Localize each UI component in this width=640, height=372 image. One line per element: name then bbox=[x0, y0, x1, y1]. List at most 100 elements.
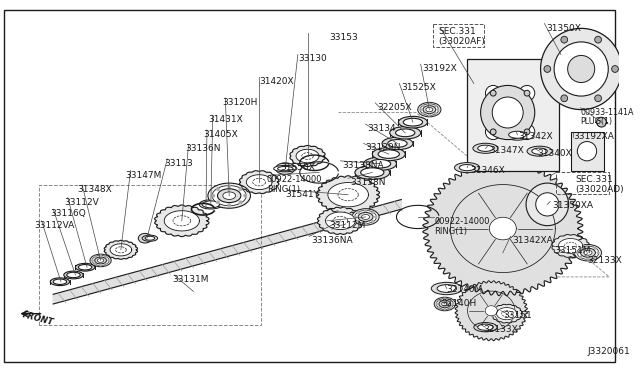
Polygon shape bbox=[491, 304, 522, 323]
Ellipse shape bbox=[64, 271, 83, 279]
Circle shape bbox=[554, 42, 608, 96]
Circle shape bbox=[561, 95, 568, 102]
Ellipse shape bbox=[372, 148, 405, 161]
Text: 31541Y: 31541Y bbox=[285, 190, 319, 199]
Ellipse shape bbox=[575, 244, 602, 261]
Text: 31342XA: 31342XA bbox=[513, 236, 553, 245]
Circle shape bbox=[437, 109, 439, 110]
Circle shape bbox=[595, 95, 602, 102]
Ellipse shape bbox=[142, 235, 157, 241]
Text: (33020AD): (33020AD) bbox=[575, 185, 624, 194]
Circle shape bbox=[217, 201, 219, 203]
Ellipse shape bbox=[434, 297, 456, 311]
Circle shape bbox=[438, 307, 440, 308]
Circle shape bbox=[435, 113, 436, 114]
Polygon shape bbox=[326, 212, 355, 230]
Text: 32133X: 32133X bbox=[483, 325, 518, 334]
Polygon shape bbox=[552, 235, 589, 257]
Circle shape bbox=[420, 109, 421, 110]
Ellipse shape bbox=[442, 302, 448, 306]
Text: 31431X: 31431X bbox=[208, 115, 243, 124]
FancyBboxPatch shape bbox=[467, 59, 559, 170]
Text: RING(1): RING(1) bbox=[267, 185, 300, 194]
Circle shape bbox=[524, 129, 530, 135]
Polygon shape bbox=[485, 306, 497, 316]
Text: RING(1): RING(1) bbox=[434, 227, 467, 235]
Circle shape bbox=[544, 65, 551, 73]
Text: SEC.331: SEC.331 bbox=[438, 28, 476, 36]
Ellipse shape bbox=[208, 183, 250, 208]
Circle shape bbox=[595, 247, 596, 249]
Ellipse shape bbox=[454, 163, 479, 173]
Ellipse shape bbox=[580, 248, 595, 257]
Ellipse shape bbox=[477, 324, 493, 330]
Polygon shape bbox=[53, 199, 401, 304]
Ellipse shape bbox=[138, 233, 152, 243]
Circle shape bbox=[580, 247, 582, 249]
FancyBboxPatch shape bbox=[570, 132, 604, 170]
Text: 31405X: 31405X bbox=[203, 130, 238, 139]
Ellipse shape bbox=[202, 201, 220, 208]
Ellipse shape bbox=[532, 148, 547, 154]
Ellipse shape bbox=[78, 264, 92, 270]
Text: 33113: 33113 bbox=[164, 159, 193, 168]
Ellipse shape bbox=[420, 104, 438, 115]
Text: J3320061: J3320061 bbox=[587, 347, 630, 356]
Ellipse shape bbox=[436, 299, 453, 310]
Circle shape bbox=[422, 105, 424, 106]
Text: 33136NA: 33136NA bbox=[312, 236, 353, 245]
Polygon shape bbox=[558, 238, 583, 253]
Circle shape bbox=[541, 28, 622, 110]
Bar bbox=[556, 173, 609, 194]
Circle shape bbox=[481, 86, 535, 140]
Circle shape bbox=[436, 303, 438, 305]
Text: 33112V: 33112V bbox=[64, 198, 99, 206]
Ellipse shape bbox=[199, 200, 223, 209]
Text: 00922-14000: 00922-14000 bbox=[434, 217, 490, 226]
Text: 31420X: 31420X bbox=[259, 77, 294, 86]
Circle shape bbox=[372, 212, 374, 214]
Circle shape bbox=[106, 263, 107, 264]
Text: 32205X: 32205X bbox=[377, 103, 412, 112]
Ellipse shape bbox=[403, 118, 422, 126]
Polygon shape bbox=[155, 205, 209, 237]
Polygon shape bbox=[239, 171, 279, 193]
Text: FRONT: FRONT bbox=[21, 310, 54, 327]
Text: 32133X: 32133X bbox=[587, 256, 621, 264]
Circle shape bbox=[597, 252, 599, 254]
Polygon shape bbox=[296, 149, 319, 163]
Bar bbox=[433, 23, 483, 47]
Polygon shape bbox=[423, 161, 583, 296]
Ellipse shape bbox=[437, 285, 456, 292]
Text: 33116Q: 33116Q bbox=[51, 209, 86, 218]
Circle shape bbox=[106, 257, 107, 258]
Circle shape bbox=[358, 221, 359, 222]
Text: 33138NA: 33138NA bbox=[342, 161, 384, 170]
Circle shape bbox=[100, 255, 101, 256]
Text: 31346X: 31346X bbox=[470, 166, 505, 175]
Text: 00922-14000: 00922-14000 bbox=[267, 175, 323, 185]
Ellipse shape bbox=[418, 102, 441, 117]
Ellipse shape bbox=[396, 129, 415, 137]
Ellipse shape bbox=[51, 278, 70, 286]
Ellipse shape bbox=[477, 145, 493, 151]
Circle shape bbox=[577, 252, 579, 254]
Ellipse shape bbox=[460, 164, 475, 171]
Ellipse shape bbox=[90, 254, 111, 267]
Circle shape bbox=[438, 300, 440, 301]
Ellipse shape bbox=[67, 272, 80, 278]
Ellipse shape bbox=[361, 168, 384, 177]
Ellipse shape bbox=[474, 323, 497, 332]
Text: 31347X: 31347X bbox=[490, 146, 524, 155]
Ellipse shape bbox=[358, 212, 373, 221]
Ellipse shape bbox=[426, 108, 433, 112]
Circle shape bbox=[239, 201, 242, 203]
Text: 31550X: 31550X bbox=[280, 163, 316, 172]
Ellipse shape bbox=[276, 163, 295, 174]
Circle shape bbox=[596, 117, 606, 127]
Ellipse shape bbox=[439, 300, 451, 308]
Circle shape bbox=[595, 36, 602, 43]
Circle shape bbox=[561, 36, 568, 43]
Circle shape bbox=[524, 90, 530, 96]
Circle shape bbox=[490, 90, 496, 96]
